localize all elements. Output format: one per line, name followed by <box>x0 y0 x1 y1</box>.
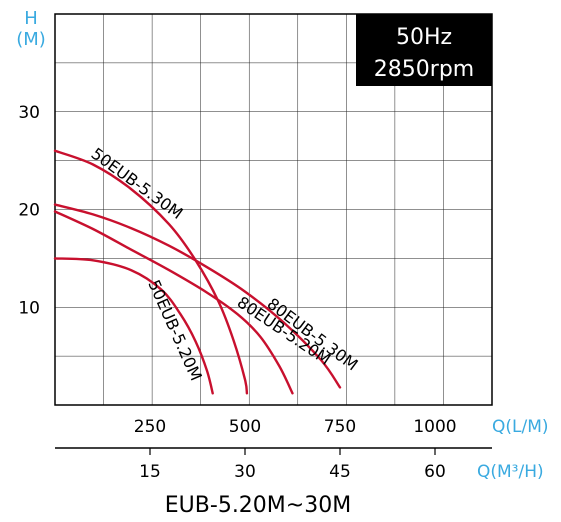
y-tick-label: 10 <box>18 298 40 318</box>
curve-50eub-5.20m <box>53 257 214 395</box>
x-tick-label: 1000 <box>413 417 456 437</box>
secondary-axis-label: Q(M³/H) <box>477 462 544 482</box>
x-tick-label: 250 <box>134 417 166 437</box>
x-tick-label: 750 <box>324 417 356 437</box>
y-axis-label-line-1: H <box>24 8 38 29</box>
curve-80eub-5.20m <box>53 210 294 395</box>
info-box: 50Hz 2850rpm <box>356 14 492 86</box>
y-axis-label-line-2: (M) <box>16 29 46 50</box>
secondary-axis: 15 30 45 60 <box>139 448 446 482</box>
chart-title: EUB-5.20M~30M <box>165 493 351 518</box>
x-tick-labels: 250 500 750 1000 <box>134 417 457 437</box>
x-tick-label: 500 <box>229 417 261 437</box>
y-tick-labels: 10 20 30 <box>18 103 40 319</box>
x-axis-label: Q(L/M) <box>492 417 549 437</box>
curve-label: 50EUB-5.20M <box>144 277 205 384</box>
plot-frame <box>54 13 493 406</box>
secondary-axis-tick-label: 15 <box>139 462 161 482</box>
curve-label: 50EUB-5.30M <box>88 144 187 223</box>
info-box-speed: 2850rpm <box>374 57 474 82</box>
secondary-axis-tick-label: 45 <box>329 462 351 482</box>
curve-80eub-5.30m <box>53 203 342 389</box>
grid <box>54 13 493 406</box>
info-box-frequency: 50Hz <box>396 25 452 50</box>
secondary-axis-tick-label: 30 <box>234 462 256 482</box>
y-tick-label: 20 <box>18 201 40 221</box>
y-tick-label: 30 <box>18 103 40 123</box>
secondary-axis-tick-label: 60 <box>424 462 446 482</box>
y-axis-label: H (M) <box>16 8 46 50</box>
info-box-background <box>356 14 492 86</box>
